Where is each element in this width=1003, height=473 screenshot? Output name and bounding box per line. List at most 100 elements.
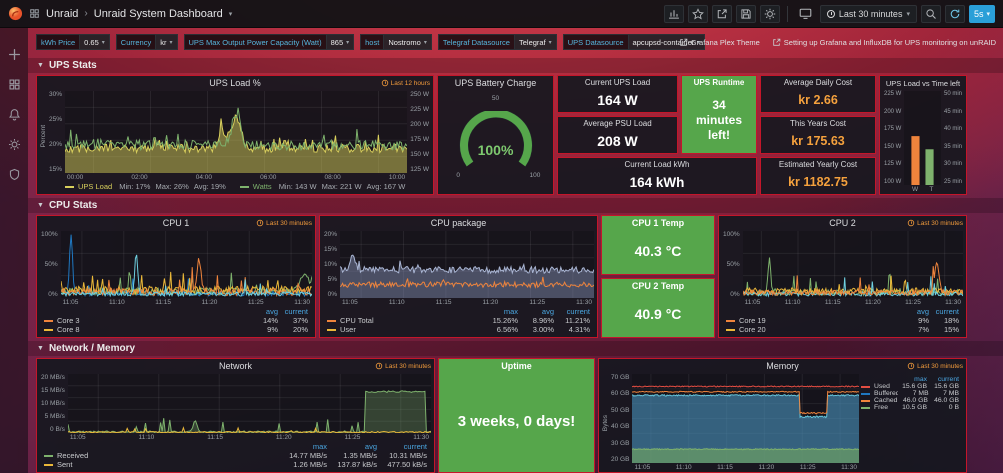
panel-title[interactable]: CPU package <box>430 218 487 228</box>
link-label[interactable]: Setting up Grafana and InfluxDB for UPS … <box>783 37 996 47</box>
zoom-out-search-button[interactable] <box>920 4 941 23</box>
help-shield-icon[interactable] <box>8 168 21 181</box>
ups-bar-plot[interactable] <box>904 91 941 185</box>
legend-sort-header[interactable]: current <box>937 376 959 383</box>
panel-title[interactable]: UPS Load vs Time left <box>885 78 961 88</box>
variable-value-dropdown[interactable]: 865 ▾ <box>325 34 355 50</box>
legend-series-row[interactable]: Used 15.6 GB 15.6 GB <box>861 383 959 390</box>
variable-value-dropdown[interactable]: kr ▾ <box>155 34 178 50</box>
series-name[interactable]: Watts <box>252 182 272 191</box>
panel-title[interactable]: UPS Load % Last 12 hours <box>209 78 430 88</box>
refresh-button[interactable] <box>944 4 965 23</box>
legend-series-row[interactable]: UPS Load Min: 17% Max: 26% Avg: 19% <box>65 182 226 191</box>
panel-title[interactable]: CPU 1 Last 30 minutes <box>162 218 312 228</box>
legend-sort-header[interactable]: max <box>503 307 518 316</box>
legend-sort-header[interactable]: current <box>566 307 590 316</box>
series-name[interactable]: User <box>340 325 356 334</box>
cpu1-plot[interactable] <box>60 231 312 298</box>
cycle-view-monitor-icon[interactable] <box>795 5 816 23</box>
legend-series-row[interactable]: Watts Min: 143 W Max: 221 W Avg: 167 W <box>239 182 405 191</box>
breadcrumb-dashboard-title[interactable]: Unraid System Dashboard <box>93 7 223 20</box>
dashboards-grid-icon[interactable] <box>8 78 21 91</box>
link-grafana-plex-theme[interactable]: Grafana Plex Theme <box>679 38 760 47</box>
legend-series-row[interactable]: CPU Total 15.26% 8.96% 11.21% <box>327 316 590 325</box>
share-button[interactable] <box>711 4 732 23</box>
chevron-down-icon[interactable]: ▾ <box>986 10 990 18</box>
legend-series-row[interactable]: Sent 1.26 MB/s 137.87 kB/s 477.50 kB/s <box>44 460 427 469</box>
panel-title[interactable]: Memory Last 30 minutes <box>766 361 963 371</box>
refresh-interval-label[interactable]: 5s <box>973 8 984 19</box>
series-name[interactable]: UPS Load <box>78 182 113 191</box>
add-panel-button[interactable] <box>663 4 684 23</box>
series-name[interactable]: Core 8 <box>57 325 80 334</box>
configuration-gear-icon[interactable] <box>8 138 21 151</box>
panel-title[interactable]: Uptime <box>501 361 532 371</box>
legend-series-row[interactable]: Core 3 14% 37% <box>44 316 308 325</box>
series-name[interactable]: CPU Total <box>340 316 374 325</box>
chevron-down-icon[interactable]: ▾ <box>906 10 910 18</box>
variable-value[interactable]: Nostromo <box>388 37 421 47</box>
network-plot[interactable] <box>67 374 431 433</box>
legend-sort-header[interactable]: max <box>312 442 327 451</box>
legend-series-row[interactable]: Buffered 7 MB 7 MB <box>861 390 959 397</box>
legend-sort-header[interactable]: avg <box>265 307 278 316</box>
cpu-package-plot[interactable] <box>340 231 595 298</box>
row-header-network-memory[interactable]: ▼ Network / Memory <box>28 341 1003 356</box>
chevron-down-icon[interactable]: ▾ <box>228 10 233 18</box>
series-name[interactable]: Core 19 <box>739 316 766 325</box>
variable-value-dropdown[interactable]: 0.65 ▾ <box>79 34 110 50</box>
series-name[interactable]: Sent <box>57 460 73 469</box>
panel-title[interactable]: This Years Cost <box>789 118 847 128</box>
legend-series-row[interactable]: Core 19 9% 18% <box>726 316 959 325</box>
panel-title[interactable]: Average PSU Load <box>583 118 652 128</box>
series-name[interactable]: Core 3 <box>57 316 80 325</box>
legend-sort-header[interactable]: max <box>914 376 927 383</box>
variable-value[interactable]: 865 <box>330 37 344 47</box>
panel-title[interactable]: CPU 2 Temp <box>631 281 685 291</box>
panel-title[interactable]: CPU 2 Last 30 minutes <box>829 218 963 228</box>
grafana-logo-icon[interactable] <box>8 6 23 21</box>
row-header-cpu-stats[interactable]: ▼ CPU Stats <box>28 198 1003 213</box>
ups-load-plot[interactable] <box>65 91 408 173</box>
memory-plot[interactable] <box>632 374 860 463</box>
legend-sort-header[interactable]: current <box>284 307 308 316</box>
series-name[interactable]: Buffered <box>874 390 899 397</box>
panel-title[interactable]: Average Daily Cost <box>783 77 853 87</box>
row-title[interactable]: CPU Stats <box>48 200 98 211</box>
panel-title[interactable]: UPS Battery Charge <box>454 78 537 88</box>
alerting-bell-icon[interactable] <box>8 108 21 121</box>
legend-series-row[interactable]: Core 8 9% 20% <box>44 325 308 334</box>
panel-title[interactable]: CPU 1 Temp <box>631 218 685 228</box>
panel-title[interactable]: Estimated Yearly Cost <box>778 159 858 169</box>
row-header-ups-stats[interactable]: ▼ UPS Stats <box>28 58 1003 73</box>
panel-title[interactable]: Current Load kWh <box>624 159 690 169</box>
time-range-label[interactable]: Last 30 minutes <box>838 8 903 19</box>
time-range-picker[interactable]: Last 30 minutes ▾ <box>819 4 917 23</box>
refresh-interval-dropdown[interactable]: 5s ▾ <box>968 4 995 23</box>
legend-sort-header[interactable]: avg <box>364 442 377 451</box>
link-label[interactable]: Grafana Plex Theme <box>690 37 760 47</box>
panel-title[interactable]: Network Last 30 minutes <box>218 361 431 371</box>
row-title[interactable]: Network / Memory <box>48 343 136 354</box>
legend-sort-header[interactable]: avg <box>541 307 554 316</box>
series-name[interactable]: Core 20 <box>739 325 766 334</box>
cpu2-plot[interactable] <box>742 231 963 298</box>
favorite-star-button[interactable] <box>687 4 708 23</box>
dashboard-settings-gear-icon[interactable] <box>759 4 780 23</box>
breadcrumb-app[interactable]: Unraid <box>46 7 79 20</box>
legend-series-row[interactable]: Received 14.77 MB/s 1.35 MB/s 10.31 MB/s <box>44 451 427 460</box>
panel-title[interactable]: UPS Runtime <box>693 77 745 87</box>
save-button[interactable] <box>735 4 756 23</box>
variable-value[interactable]: Telegraf <box>518 37 546 47</box>
series-name[interactable]: Free <box>874 404 888 411</box>
row-title[interactable]: UPS Stats <box>48 60 97 71</box>
link-ups-monitoring-guide[interactable]: Setting up Grafana and InfluxDB for UPS … <box>772 38 996 47</box>
legend-sort-header[interactable]: current <box>403 442 427 451</box>
legend-series-row[interactable]: Core 20 7% 15% <box>726 325 959 334</box>
series-name[interactable]: Used <box>874 383 890 390</box>
legend-series-row[interactable]: User 6.56% 3.00% 4.31% <box>327 325 590 334</box>
legend-series-row[interactable]: Free 10.5 GB 0 B <box>861 404 959 411</box>
variable-value-dropdown[interactable]: Telegraf ▾ <box>513 34 557 50</box>
panel-title[interactable]: Current UPS Load <box>584 77 651 87</box>
series-name[interactable]: Cached <box>874 397 897 404</box>
